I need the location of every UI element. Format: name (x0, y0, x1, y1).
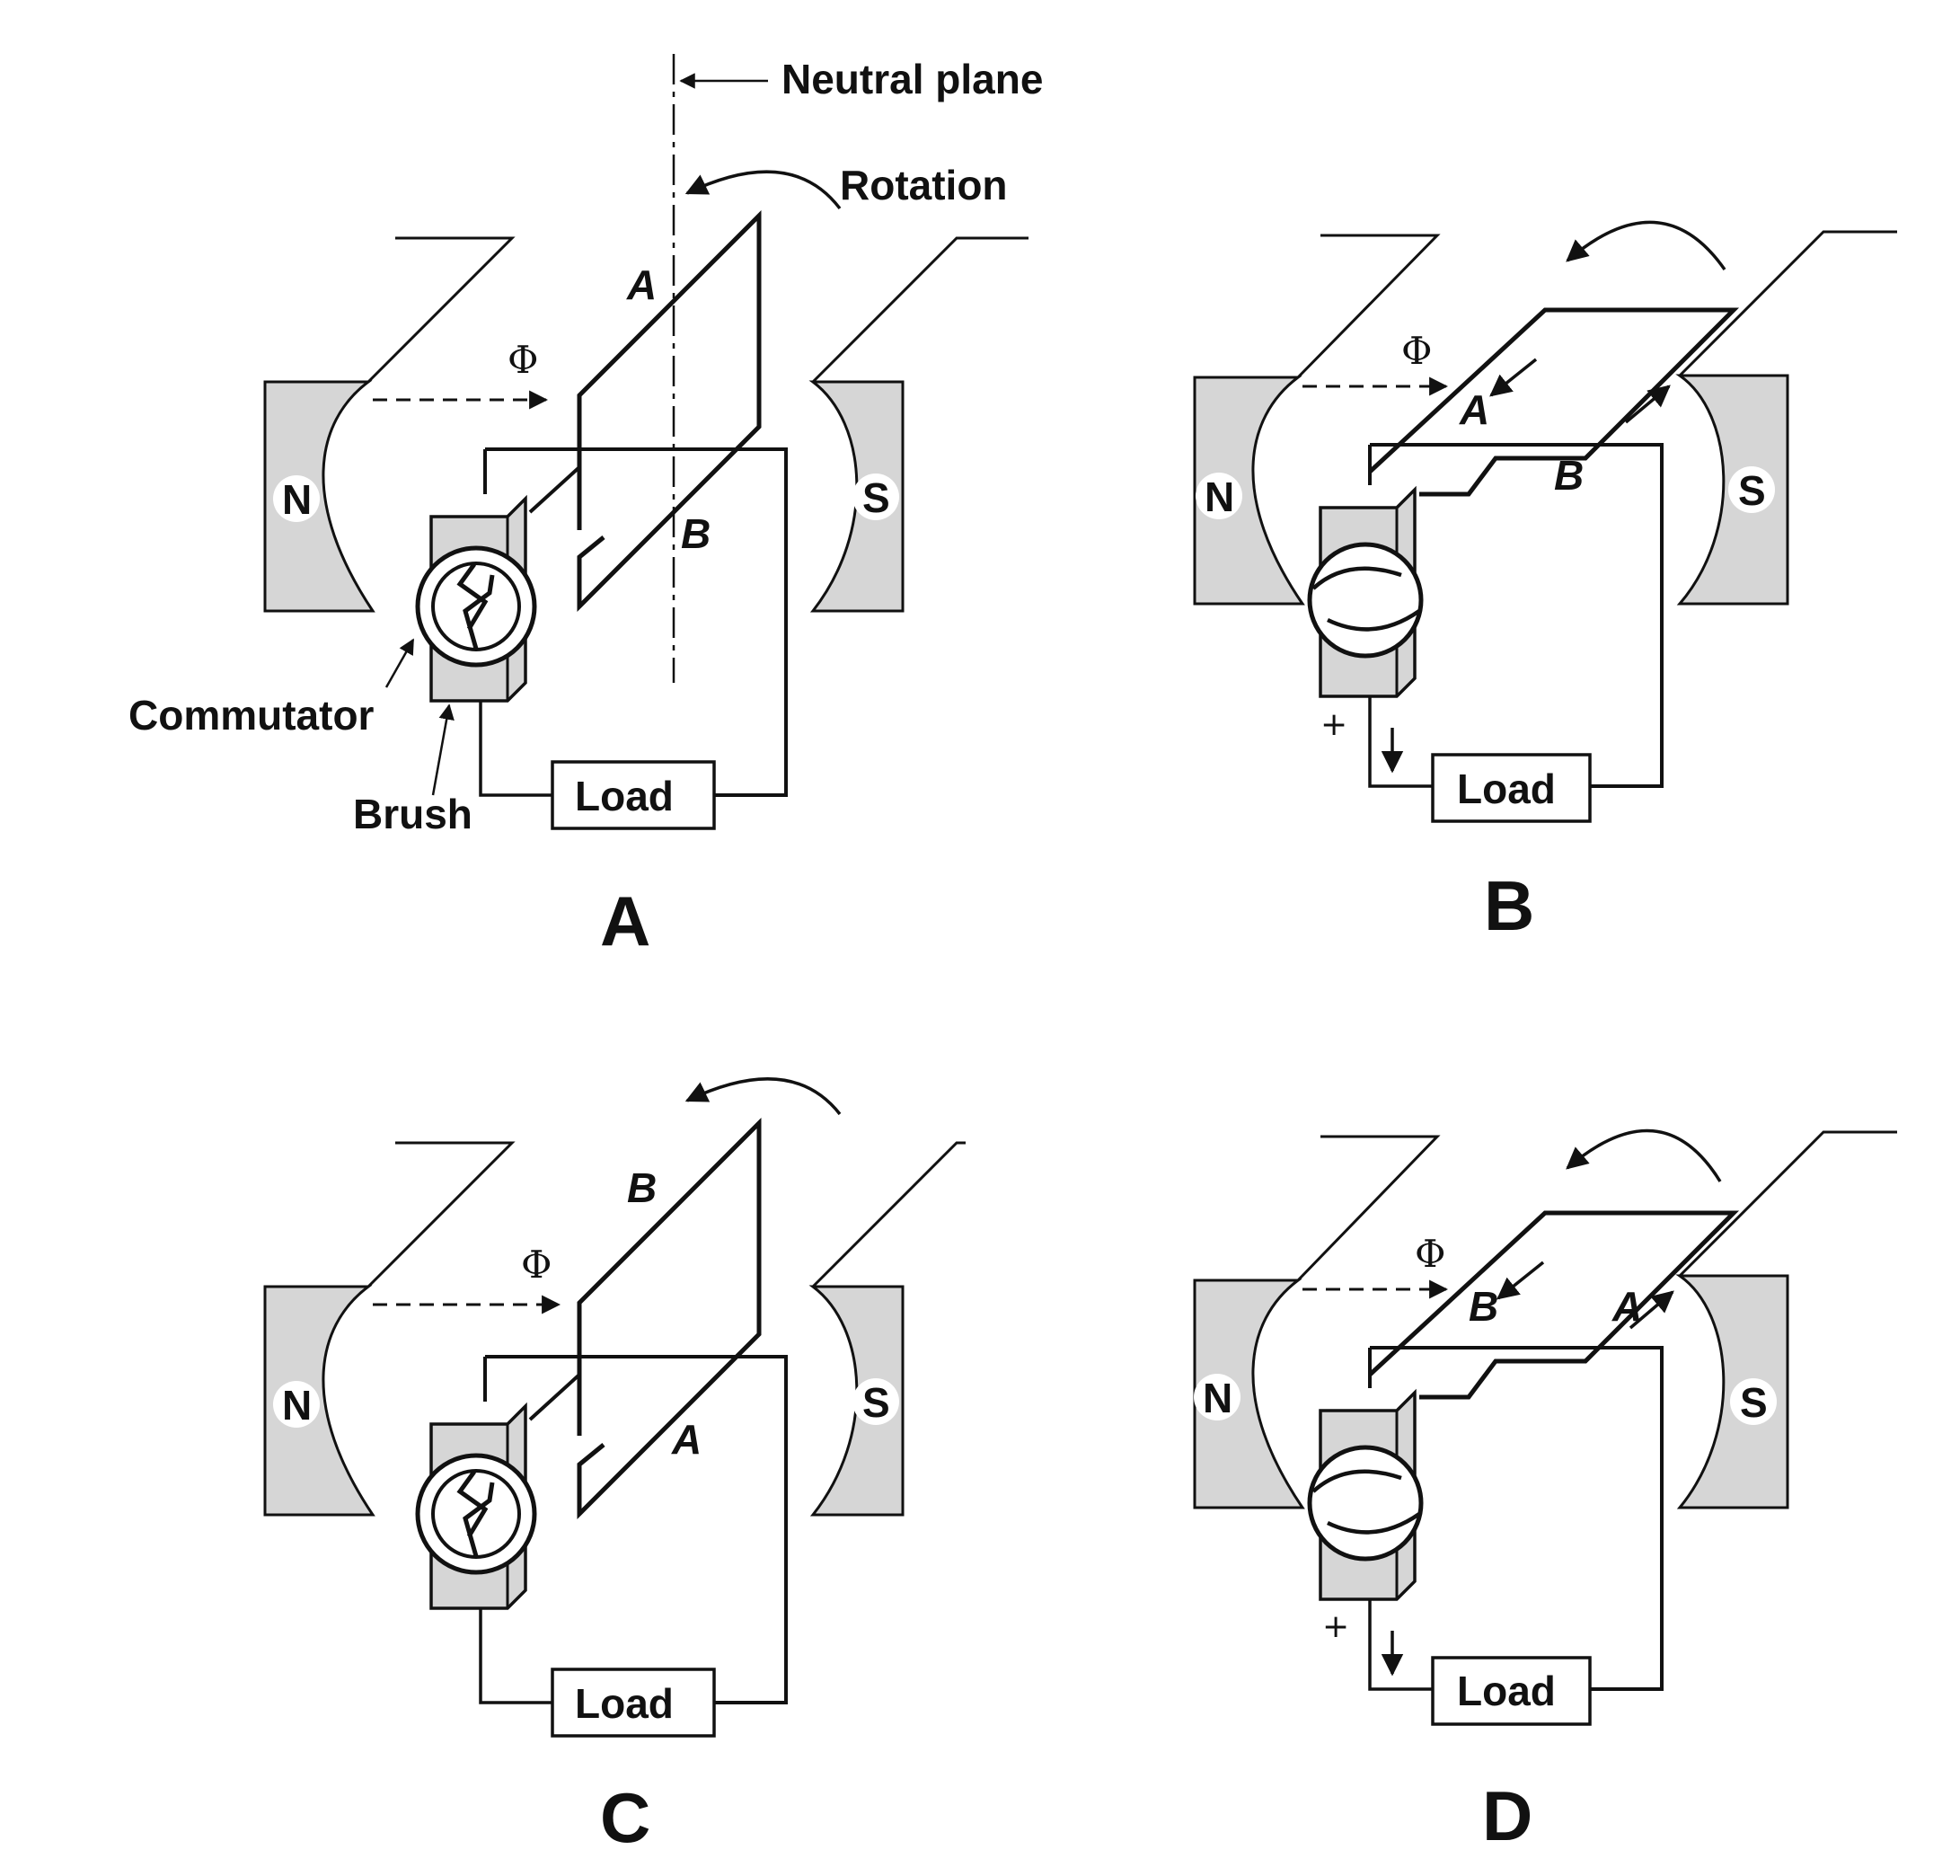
north-label: N (282, 1382, 312, 1429)
coil-top-label: B (1469, 1283, 1498, 1330)
commutator-label: Commutator (128, 692, 375, 739)
polarity-plus: + (1322, 1608, 1349, 1645)
flux-symbol: Φ (1401, 329, 1432, 373)
north-pole-top (366, 1141, 516, 1288)
north-label: N (1203, 1375, 1232, 1421)
coil-bottom-label: A (1611, 1283, 1642, 1330)
panel-label: D (1482, 1776, 1532, 1855)
rotation-label: Rotation (840, 162, 1008, 208)
panel-b: Φ N S A B + Load B (1193, 220, 1897, 945)
load-label: Load (575, 773, 674, 819)
coil-top-label: A (1459, 386, 1489, 433)
coil-bottom-label: B (1554, 452, 1584, 499)
commutator-ring (1307, 1445, 1424, 1562)
south-label: S (862, 1379, 890, 1426)
south-pole-top (1678, 230, 1897, 377)
panel-label: B (1484, 866, 1534, 945)
coil-leads (1368, 443, 1664, 788)
armature-coil (1368, 307, 1740, 497)
brush-label: Brush (353, 791, 472, 837)
panel-a: Neutral plane Rotation Φ N S A B Commuta… (128, 54, 1043, 960)
commutator-ring (1307, 542, 1424, 659)
commutator-ring (415, 1453, 537, 1575)
coil-leads (483, 447, 788, 797)
flux-symbol: Φ (521, 1243, 552, 1287)
polarity-plus: + (1320, 706, 1347, 743)
load-wire (479, 701, 552, 797)
coil-bottom-label: B (681, 510, 711, 557)
coil-leads (483, 1355, 788, 1704)
load-wire (479, 1608, 552, 1704)
panel-c: Φ N S B A Load C (263, 1077, 966, 1857)
load-box (551, 1668, 716, 1738)
coil-top-label: B (627, 1164, 657, 1211)
south-pole-top (811, 1141, 966, 1288)
armature-coil (1368, 1210, 1740, 1400)
rotation-arrow (684, 1077, 842, 1116)
commutator-ring (415, 545, 537, 668)
south-label: S (862, 474, 890, 521)
north-label: N (282, 476, 312, 523)
load-wire (1368, 696, 1433, 788)
panel-label: C (600, 1778, 650, 1857)
south-pole-top (1678, 1130, 1897, 1278)
north-pole-top (366, 236, 516, 384)
north-pole-top (1296, 234, 1441, 379)
load-label: Load (575, 1680, 674, 1727)
coil-bottom-label: A (671, 1416, 702, 1463)
south-label: S (1740, 1379, 1768, 1426)
load-box (1431, 1656, 1592, 1726)
north-pole-piece (1193, 1279, 1305, 1509)
south-label: S (1738, 467, 1766, 514)
load-label: Load (1457, 765, 1556, 812)
flux-symbol: Φ (508, 338, 538, 382)
load-box (551, 760, 716, 830)
load-label: Load (1457, 1668, 1556, 1714)
rotation-arrow (1566, 1128, 1722, 1182)
panel-d: Φ N S B A + Load D (1193, 1128, 1897, 1855)
armature-coil (577, 1117, 762, 1520)
south-pole-top (811, 236, 1029, 384)
coil-top-label: A (626, 261, 657, 308)
neutral-plane-label: Neutral plane (781, 56, 1043, 102)
load-box (1431, 753, 1592, 823)
coil-leads (1368, 1346, 1664, 1691)
north-label: N (1205, 473, 1234, 520)
panel-label: A (600, 881, 650, 960)
north-pole-piece (1193, 376, 1305, 606)
armature-coil (577, 209, 762, 613)
flux-symbol: Φ (1415, 1232, 1445, 1276)
north-pole-top (1296, 1135, 1441, 1282)
load-wire (1368, 1599, 1433, 1691)
rotation-arrow (684, 170, 842, 210)
rotation-arrow (1566, 220, 1726, 271)
